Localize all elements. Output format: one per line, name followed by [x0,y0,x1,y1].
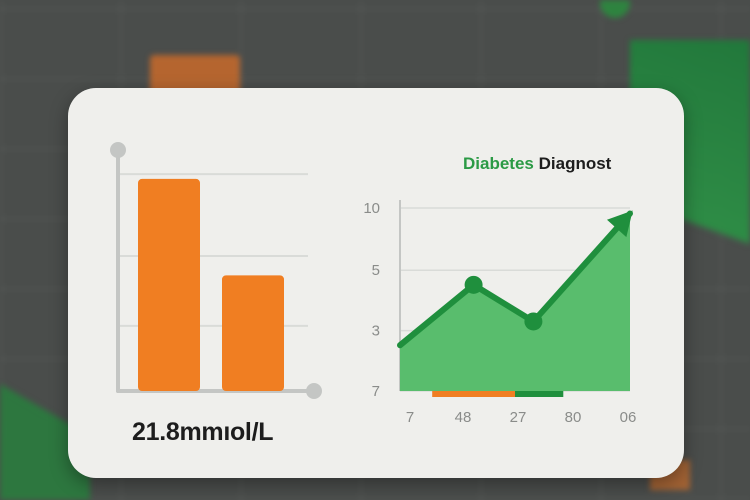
area-y-tick-label: 7 [372,383,380,400]
bar-y-axis-cap [110,142,126,158]
area-y-tick-label: 3 [372,323,380,340]
chart-title: Diabetes Diagnost [463,154,611,174]
background-dot [600,0,630,18]
charts-canvas: 10 5 3 7 7 48 27 80 06 [110,142,637,426]
bar [222,275,284,391]
area-x-tick-label: 80 [565,409,582,426]
area-point [524,312,543,331]
area-point [464,275,483,294]
area-y-tick-label: 10 [363,200,380,217]
area-x-tick-label: 27 [510,409,527,426]
area-x-tick-label: 06 [620,409,637,426]
chart-title-rest: Diagnost [538,154,612,173]
area-x-tick-label: 7 [406,409,414,426]
glucose-value-label: 21.8mmıol/L [132,418,274,446]
area-line [397,210,633,349]
area-arrow-head [606,210,633,238]
bar-x-axis-cap [306,383,322,399]
chart-card: 10 5 3 7 7 48 27 80 06 21.8mmıol/L Diabetes Diag… [68,88,684,478]
area-x-tick-label: 48 [455,409,472,426]
area-fill [400,213,630,391]
area-y-tick-label: 5 [372,262,380,279]
chart-title-accent: Diabetes [463,154,534,173]
bar [138,178,200,391]
